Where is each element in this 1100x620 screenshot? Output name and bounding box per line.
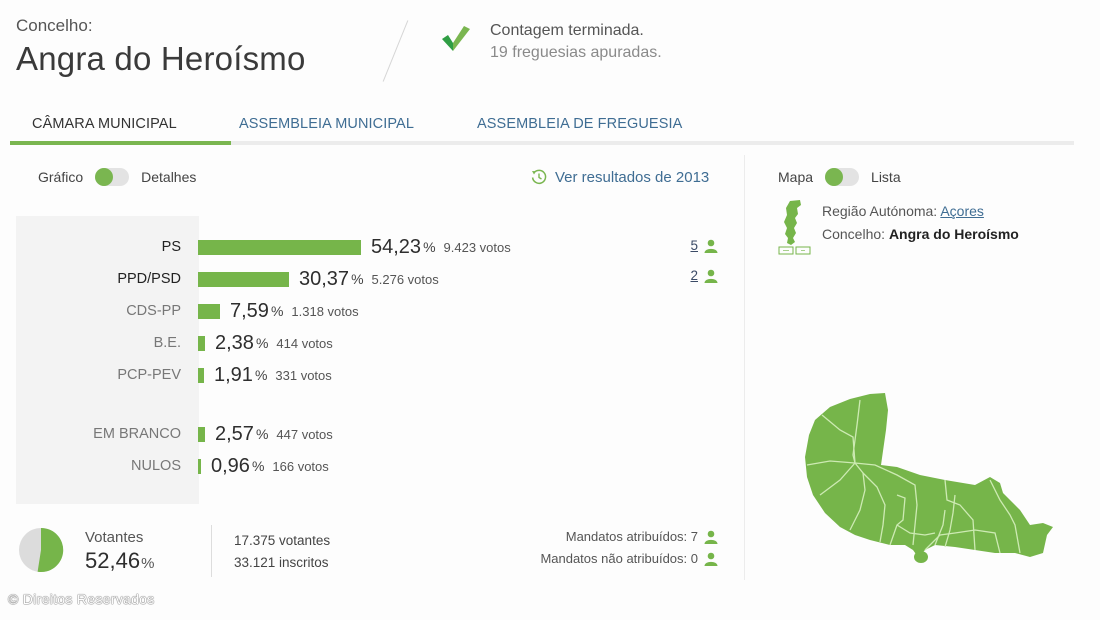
result-bar [198, 458, 201, 474]
region-link-acores[interactable]: Açores [940, 203, 984, 219]
previous-results-label: Ver resultados de 2013 [555, 168, 710, 186]
tab-underline [10, 141, 1074, 145]
result-percent: 1,91 [214, 363, 253, 386]
view-toggle-switch[interactable] [95, 168, 130, 186]
result-percent: 30,37 [299, 267, 350, 290]
active-tab-indicator [10, 141, 231, 145]
tab-assembleia-municipal[interactable]: ASSEMBLEIA MUNICIPAL [239, 116, 414, 132]
result-bar [198, 367, 204, 383]
previous-results-link[interactable]: Ver resultados de 2013 [530, 168, 709, 186]
result-row-em-branco: EM BRANCO 2,57% 447 votos [16, 423, 333, 445]
party-name: PS [161, 239, 181, 255]
toggle-label-detalhes[interactable]: Detalhes [141, 169, 197, 185]
tab-bar: CÂMARA MUNICIPAL ASSEMBLEIA MUNICIPAL AS… [10, 112, 1074, 146]
turnout-divider [211, 525, 212, 577]
header: Concelho: Angra do Heroísmo [16, 16, 306, 78]
region-breadcrumb: Região Autónoma: Açores [822, 203, 984, 219]
result-row-ps: PS 54,23% 9.423 votos [16, 236, 511, 258]
result-votes: 447 votos [276, 426, 333, 442]
map-toggle-row: Mapa Lista [778, 168, 901, 186]
person-icon [704, 269, 718, 283]
party-label-panel [16, 216, 199, 504]
concelho-breadcrumb: Concelho: Angra do Heroísmo [822, 226, 1019, 242]
concelho-label: Concelho: [16, 16, 93, 35]
turnout-value: 52,46% [85, 548, 155, 573]
result-row-ppd-psd: PPD/PSD 30,37% 5.276 votos [16, 267, 439, 290]
result-percent: 54,23 [371, 235, 422, 258]
concelho-current: Angra do Heroísmo [888, 226, 1019, 242]
person-icon [704, 552, 718, 566]
person-icon [704, 239, 718, 253]
copyright-notice: © Direitos Reservados [8, 591, 155, 607]
turnout-label: Votantes [85, 529, 144, 546]
portugal-map-icon[interactable] [778, 200, 814, 256]
result-votes: 9.423 votos [443, 239, 511, 255]
tab-assembleia-freguesia[interactable]: ASSEMBLEIA DE FREGUESIA [477, 116, 683, 132]
mandates-ppd-psd: 2 [690, 268, 718, 283]
result-votes: 414 votos [276, 335, 333, 351]
result-percent: 2,38 [215, 331, 254, 354]
result-row-nulos: NULOS 0,96% 166 votos [16, 455, 329, 477]
result-votes: 166 votos [272, 458, 329, 474]
result-bar [198, 303, 220, 319]
result-percent: 2,57 [215, 422, 254, 445]
result-votes: 331 votos [275, 367, 332, 383]
count-status: Contagem terminada. 19 freguesias apurad… [440, 22, 662, 62]
result-row-pcp-pev: PCP-PEV 1,91% 331 votos [16, 363, 332, 386]
toggle-label-grafico[interactable]: Gráfico [38, 169, 84, 185]
result-row-be: B.E. 2,38% 414 votos [16, 332, 333, 354]
party-name: B.E. [153, 335, 181, 351]
mandates-count-link[interactable]: 2 [690, 268, 698, 283]
inscritos-count: 33.121 inscritos [234, 555, 329, 570]
mandates-count-link[interactable]: 5 [690, 238, 698, 253]
person-icon [704, 530, 718, 544]
result-votes: 1.318 votos [291, 303, 359, 319]
toggle-knob [825, 168, 844, 186]
status-line-1: Contagem terminada. [490, 22, 644, 39]
result-percent: 7,59 [230, 299, 269, 322]
view-toggle-row: Gráfico Detalhes [38, 168, 196, 186]
municipality-map[interactable] [785, 385, 1060, 565]
votantes-count: 17.375 votantes [234, 533, 331, 548]
page-title: Angra do Heroísmo [16, 40, 306, 77]
party-name: PCP-PEV [117, 367, 181, 383]
map-toggle-switch[interactable] [825, 168, 860, 186]
mandates-ps: 5 [690, 238, 718, 253]
turnout-pie-chart [19, 527, 64, 572]
party-name: EM BRANCO [93, 426, 181, 442]
check-icon [442, 26, 470, 51]
toggle-label-mapa[interactable]: Mapa [778, 169, 814, 185]
result-percent: 0,96 [211, 454, 250, 477]
status-line-2: 19 freguesias apuradas. [490, 44, 662, 61]
result-row-cds-pp: CDS-PP 7,59% 1.318 votos [16, 299, 359, 322]
result-bar [198, 335, 205, 351]
header-divider [382, 20, 409, 82]
result-bar [198, 239, 361, 255]
toggle-label-lista[interactable]: Lista [871, 169, 901, 185]
result-votes: 5.276 votos [371, 271, 439, 287]
result-bar [198, 271, 289, 287]
toggle-knob [95, 168, 114, 186]
mandates-unassigned: Mandatos não atribuídos: 0 [540, 551, 718, 566]
result-bar [198, 426, 205, 442]
voter-counts: 17.375 votantes 33.121 inscritos [234, 530, 330, 574]
party-name: PPD/PSD [117, 271, 181, 287]
party-name: CDS-PP [126, 303, 181, 319]
tab-camara-municipal[interactable]: CÂMARA MUNICIPAL [32, 116, 177, 132]
party-name: NULOS [131, 458, 181, 474]
history-icon [531, 169, 547, 185]
column-divider [744, 155, 745, 580]
mandates-assigned: Mandatos atribuídos: 7 [566, 529, 718, 544]
